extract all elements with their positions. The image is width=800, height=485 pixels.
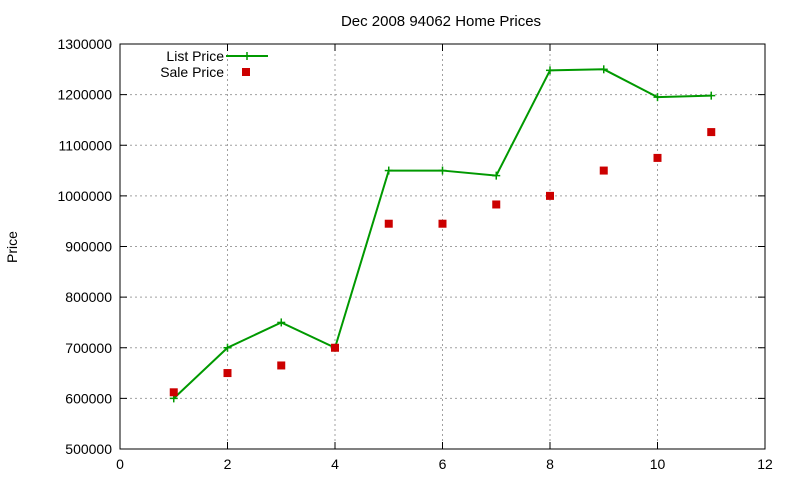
y-tick-label: 1300000 [57, 36, 112, 52]
axis-ticks: 0 2 4 6 8 10 12 500000 600000 700000 800000 900000 1… [57, 36, 773, 472]
y-tick-label: 800000 [65, 289, 112, 305]
x-tick-label: 0 [116, 456, 124, 472]
x-tick-label: 6 [439, 456, 447, 472]
sale-price-point [653, 153, 662, 162]
sale-price-point [599, 166, 608, 175]
y-axis-label: Price [4, 231, 20, 263]
x-tick-label: 12 [757, 456, 773, 472]
list-price-point [546, 66, 554, 75]
chart-title: Dec 2008 94062 Home Prices [341, 13, 541, 30]
grid [120, 44, 765, 449]
list-price-point [223, 343, 232, 352]
data-marks [169, 65, 716, 403]
legend-swatch-square [242, 68, 250, 76]
x-tick-label: 8 [546, 456, 554, 472]
y-tick-label: 1000000 [57, 188, 112, 204]
sale-price-point [331, 343, 339, 352]
sale-price-point [546, 191, 554, 200]
y-tick-label: 700000 [65, 340, 112, 356]
legend-label: Sale Price [160, 64, 224, 80]
list-price-point [599, 65, 608, 74]
list-price-point [384, 166, 393, 175]
list-price-point [653, 93, 662, 102]
list-price-point [277, 318, 286, 327]
list-price-point [492, 171, 501, 180]
y-tick-label: 600000 [65, 390, 112, 406]
legend-swatch-cross [243, 52, 251, 60]
x-tick-label: 10 [650, 456, 666, 472]
sale-price-point [384, 219, 393, 228]
sale-price-point [223, 369, 232, 378]
sale-price-point [707, 128, 716, 137]
y-tick-label: 900000 [65, 239, 112, 255]
sale-price-point [438, 219, 447, 228]
list-price-point [438, 166, 447, 175]
y-tick-label: 1200000 [57, 87, 112, 103]
x-tick-label: 2 [224, 456, 232, 472]
y-tick-label: 1100000 [59, 137, 113, 153]
sale-price-point [169, 388, 178, 397]
sale-price-point [492, 200, 501, 209]
list-price-point [707, 91, 716, 100]
x-tick-label: 4 [331, 456, 339, 472]
legend-label: List Price [166, 48, 224, 64]
y-tick-label: 500000 [65, 441, 112, 457]
sale-price-point [277, 361, 286, 370]
